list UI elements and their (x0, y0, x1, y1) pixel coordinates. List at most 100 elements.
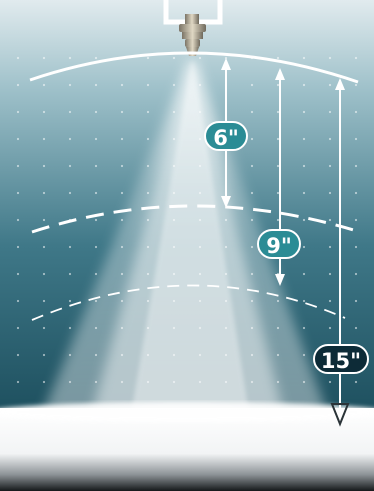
grid-dot (146, 137, 150, 141)
grid-dot (302, 83, 306, 87)
grid-dot (42, 245, 46, 249)
grid-dot (276, 56, 280, 60)
grid-dot (16, 191, 20, 195)
grid-dot (302, 272, 306, 276)
grid-dot (16, 245, 20, 249)
grid-dot (120, 191, 124, 195)
grid-dot (328, 110, 332, 114)
grid-dot (42, 218, 46, 222)
grid-dot (354, 83, 358, 87)
grid-dot (302, 245, 306, 249)
grid-dot (276, 110, 280, 114)
grid-dot (94, 56, 98, 60)
grid-dot (354, 110, 358, 114)
grid-dot (328, 56, 332, 60)
grid-dot (16, 353, 20, 357)
grid-dot (42, 83, 46, 87)
grid-dot (42, 326, 46, 330)
grid-dot (94, 164, 98, 168)
grid-dot (16, 137, 20, 141)
grid-dot (68, 56, 72, 60)
grid-dot (120, 137, 124, 141)
arc-6-inch (31, 204, 361, 234)
grid-dot (250, 164, 254, 168)
grid-dot (276, 83, 280, 87)
grid-dot (328, 83, 332, 87)
grid-dot (16, 83, 20, 87)
grid-dot (328, 164, 332, 168)
reference-arc (29, 51, 359, 84)
grid-dot (68, 137, 72, 141)
grid-dot (302, 164, 306, 168)
grid-dot (276, 164, 280, 168)
grid-dot (354, 137, 358, 141)
grid-dot (354, 245, 358, 249)
grid-dot (250, 83, 254, 87)
grid-dot (68, 326, 72, 330)
grid-dot (328, 245, 332, 249)
grid-dot (302, 299, 306, 303)
grid-dot (354, 191, 358, 195)
grid-dot (276, 137, 280, 141)
grid-dot (94, 245, 98, 249)
grid-dot (94, 272, 98, 276)
grid-dot (42, 272, 46, 276)
grid-dot (42, 299, 46, 303)
grid-dot (250, 137, 254, 141)
grid-dot (68, 110, 72, 114)
grid-dot (16, 380, 20, 384)
grid-dot (120, 218, 124, 222)
grid-dot (302, 137, 306, 141)
grid-dot (68, 245, 72, 249)
grid-dot (120, 83, 124, 87)
grid-dot (276, 191, 280, 195)
spray-cone (40, 60, 330, 420)
grid-dot (146, 83, 150, 87)
grid-dot (42, 380, 46, 384)
grid-dot (16, 164, 20, 168)
grid-dot (328, 380, 332, 384)
grid-dot (146, 56, 150, 60)
arc-9-inch (31, 284, 346, 321)
grid-dot (16, 272, 20, 276)
grid-dot (120, 164, 124, 168)
grid-dot (16, 56, 20, 60)
grid-dot (354, 299, 358, 303)
distance-label-9-inch: 9" (257, 229, 301, 259)
grid-dot (146, 110, 150, 114)
grid-dot (16, 299, 20, 303)
grid-dot (354, 272, 358, 276)
grid-dot (328, 137, 332, 141)
grid-dot (302, 326, 306, 330)
grid-dot (68, 299, 72, 303)
grid-dot (42, 56, 46, 60)
grid-dot (120, 110, 124, 114)
grid-dot (198, 56, 202, 60)
grid-dot (354, 56, 358, 60)
grid-dot (16, 218, 20, 222)
grid-dot (354, 326, 358, 330)
grid-dot (42, 191, 46, 195)
grid-dot (302, 218, 306, 222)
grid-dot (42, 137, 46, 141)
grid-dot (94, 218, 98, 222)
grid-dot (354, 164, 358, 168)
distance-label-15-inch: 15" (313, 344, 369, 374)
grid-dot (328, 326, 332, 330)
grid-dot (302, 56, 306, 60)
grid-dot (250, 191, 254, 195)
grid-dot (42, 353, 46, 357)
grid-dot (354, 380, 358, 384)
grid-dot (172, 83, 176, 87)
grid-dot (276, 218, 280, 222)
grid-dot (302, 110, 306, 114)
grid-dot (94, 191, 98, 195)
grid-dot (328, 191, 332, 195)
grid-dot (68, 191, 72, 195)
grid-dot (302, 191, 306, 195)
grid-dot (68, 164, 72, 168)
grid-dot (42, 110, 46, 114)
distance-label-6-inch: 6" (204, 121, 248, 151)
